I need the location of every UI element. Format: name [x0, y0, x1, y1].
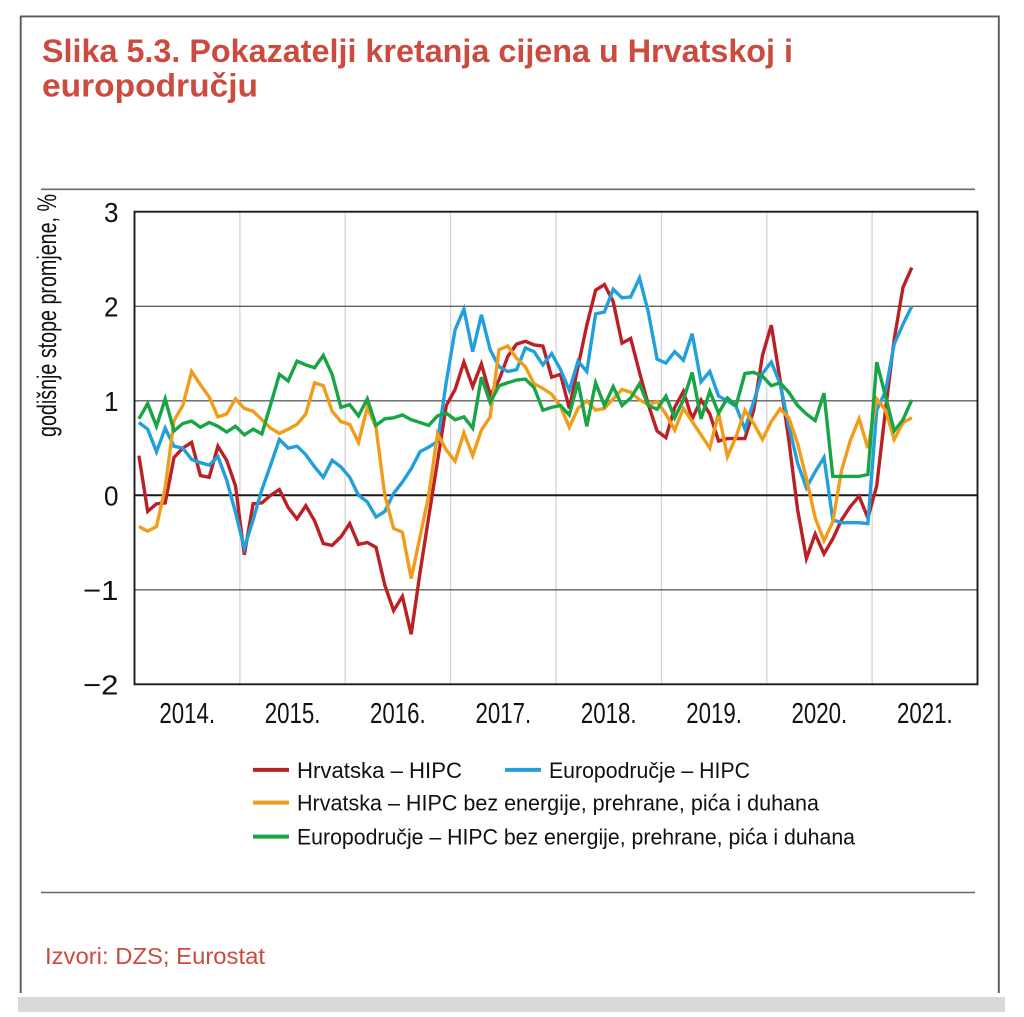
svg-text:Hrvatska – HIPC bez energije,: Hrvatska – HIPC bez energije, prehrane, …	[297, 791, 820, 816]
svg-text:2020.: 2020.	[792, 698, 848, 730]
svg-text:1: 1	[104, 386, 119, 417]
svg-text:2021.: 2021.	[897, 698, 953, 730]
svg-text:0: 0	[104, 480, 119, 511]
svg-text:Slika 5.3. Pokazatelji kretanj: Slika 5.3. Pokazatelji kretanja cijena u…	[42, 33, 793, 69]
svg-text:Europodručje – HIPC: Europodručje – HIPC	[549, 758, 750, 783]
svg-text:europodručju: europodručju	[42, 68, 258, 104]
svg-text:godišnje stope promjene, %: godišnje stope promjene, %	[32, 194, 62, 437]
svg-text:Europodručje – HIPC bez energi: Europodručje – HIPC bez energije, prehra…	[297, 825, 856, 850]
svg-text:2017.: 2017.	[475, 698, 531, 730]
svg-text:2019.: 2019.	[686, 698, 742, 730]
svg-text:−1: −1	[83, 575, 119, 606]
svg-text:3: 3	[104, 197, 119, 228]
svg-text:Izvori: DZS; Eurostat: Izvori: DZS; Eurostat	[45, 943, 266, 969]
svg-text:2: 2	[104, 291, 119, 322]
svg-text:2015.: 2015.	[265, 698, 321, 730]
svg-text:2014.: 2014.	[159, 698, 215, 730]
svg-text:2018.: 2018.	[581, 698, 637, 730]
svg-text:Hrvatska – HIPC: Hrvatska – HIPC	[297, 758, 462, 783]
svg-text:2016.: 2016.	[370, 698, 426, 730]
svg-text:−2: −2	[83, 669, 119, 700]
